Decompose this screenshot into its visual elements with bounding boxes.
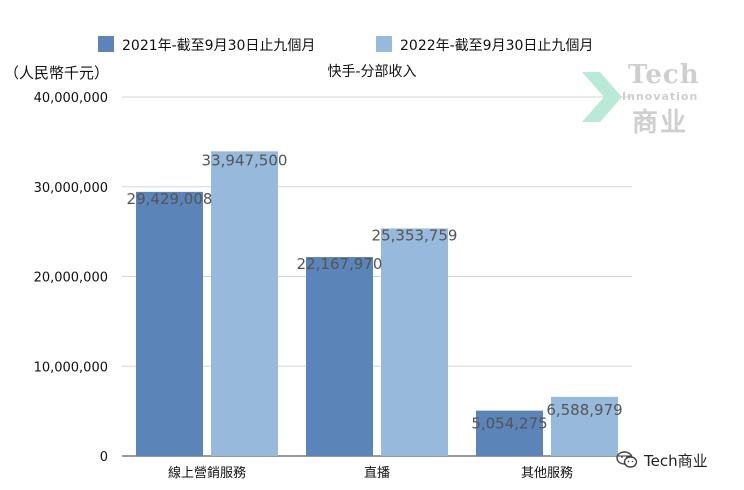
chevron-arrow-icon — [582, 72, 622, 122]
y-tick-label: 20,000,000 — [34, 271, 108, 286]
legend-swatch — [376, 36, 392, 52]
y-tick-label: 40,000,000 — [34, 91, 108, 106]
unit-label: （人民幣千元） — [4, 64, 109, 82]
wechat-label: Tech商业 — [644, 451, 708, 470]
watermark-shangye: 商业 — [632, 108, 689, 138]
chart-title: 快手-分部收入 — [327, 64, 416, 80]
bar — [211, 151, 278, 457]
bar — [136, 191, 203, 457]
legend-label: 2021年-截至9月30日止九個月 — [122, 38, 315, 54]
data-label: 22,167,970 — [297, 255, 383, 273]
x-category-label: 線上營銷服務 — [168, 465, 246, 481]
bar — [476, 410, 543, 456]
y-tick-label: 30,000,000 — [34, 181, 108, 196]
legend-swatch — [98, 36, 114, 52]
data-label: 25,353,759 — [372, 226, 458, 244]
gridlines — [122, 96, 632, 457]
x-category-label: 直播 — [364, 466, 390, 481]
legend-item: 2022年-截至9月30日止九個月 — [376, 36, 593, 54]
x-category-label: 其他服務 — [521, 466, 573, 481]
legend-item: 2021年-截至9月30日止九個月 — [98, 36, 315, 54]
bars — [136, 151, 618, 457]
y-tick-label: 0 — [100, 450, 108, 465]
watermark-innovation: Innovation — [622, 90, 699, 103]
bar — [306, 257, 373, 456]
data-labels: 29,429,008 33,947,500 22,167,970 25,353,759… — [127, 151, 623, 432]
watermark-logo: Tech Innovation 商业 — [582, 58, 702, 138]
bar — [551, 396, 618, 456]
legend-label: 2022年-截至9月30日止九個月 — [400, 38, 593, 54]
wechat-icon — [616, 451, 638, 468]
x-category-labels: 線上營銷服務 直播 其他服務 — [168, 465, 573, 481]
data-label: 33,947,500 — [202, 151, 288, 169]
data-label: 29,429,008 — [127, 190, 213, 208]
bar — [381, 228, 448, 456]
data-label: 6,588,979 — [546, 401, 622, 419]
legend: 2021年-截至9月30日止九個月 2022年-截至9月30日止九個月 — [98, 36, 593, 54]
watermark-tech: Tech — [628, 60, 700, 90]
wechat-account: Tech商业 — [616, 448, 708, 472]
data-label: 5,054,275 — [471, 415, 547, 433]
y-tick-label: 10,000,000 — [34, 360, 108, 375]
y-tick-labels: 0 10,000,000 20,000,000 30,000,000 40,000,00… — [34, 91, 108, 465]
